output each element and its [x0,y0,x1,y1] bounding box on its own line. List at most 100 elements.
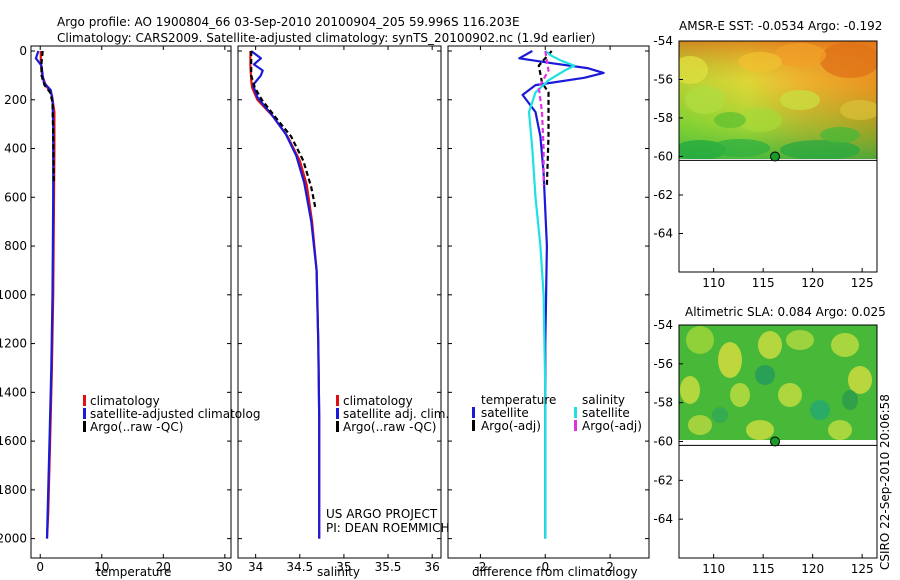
map-color-patch [758,331,782,359]
legend-argo-swatch [336,421,339,432]
y-tick-label: 2000 [0,532,27,546]
x-tick-label: 115 [752,276,775,290]
sst-argo-position-marker [770,151,781,162]
figure-title-line2: Climatology: CARS2009. Satellite-adjuste… [57,31,595,45]
map-color-patch [820,127,860,143]
difference-series [518,50,605,539]
x-tick-label: 2 [606,560,614,574]
map-color-patch [786,330,814,350]
map-color-patch [686,326,714,354]
map-color-patch [685,86,725,114]
x-tick-label: -2 [474,560,486,574]
y-tick-label: -64 [653,227,673,241]
x-tick-label: 115 [752,562,775,576]
series-temperature-satellite [518,50,605,539]
legend-temp-satellite: satellite [481,406,529,420]
salinity-series [249,50,321,539]
legend-climatology: climatology [90,394,160,408]
temperature-legend: climatology satellite-adjusted climatolo… [83,394,260,434]
project-annotation-line2: PI: DEAN ROEMMICH [326,521,449,535]
x-tick-label: 34 [248,560,263,574]
map-color-patch [780,90,820,110]
salinity-axes-frame [237,45,442,559]
legend-sal-argo-swatch [574,420,577,431]
map-color-patch [848,366,872,394]
map-color-patch [714,112,746,128]
temperature-panel: 0 200 400 600 800 1000 1200 1400 1600 1800 2000 0 10… [0,44,260,579]
sst-map-image [679,41,877,159]
map-color-patch [738,108,782,132]
map-color-patch [840,100,877,120]
sla-map-panel: Altimetric SLA: 0.084 Argo: 0.025 110 115… [653,305,885,576]
difference-axes-frame [447,45,650,559]
y-tick-label: 0 [19,44,27,58]
y-tick-label: 1200 [0,337,27,351]
map-color-patch [746,420,774,440]
x-tick-label: 120 [801,276,824,290]
map-color-patch [780,140,860,159]
map-color-patch [712,407,728,423]
series-satellite-adj-clim- [250,50,321,539]
y-tick-label: -58 [653,396,673,410]
y-tick-label: -60 [653,150,673,164]
map-color-patch [680,376,700,404]
legend-climatology-swatch [83,395,86,406]
difference-legend: temperature salinity satellite Argo(-adj… [472,393,642,433]
salinity-panel: 34 34.5 35 35.5 36 salinity climatology sate… [237,45,449,579]
x-tick-label: 35 [336,560,351,574]
sst-map-panel: AMSR-E SST: -0.0534 Argo: -0.192 110 115 1… [653,19,882,290]
map-color-patch [679,56,708,84]
y-tick-label: 800 [4,239,27,253]
y-tick-label: -54 [653,34,673,48]
x-tick-label: 110 [702,276,725,290]
y-tick-label: 200 [4,93,27,107]
legend-temperature-header: temperature [481,393,556,407]
legend-argo: Argo(..raw -QC) [343,420,436,434]
sst-map-ticks: 110 115 120 125 -54 -56 -58 -60 -62 -64 [653,34,877,290]
temperature-xlabel: temperature [96,565,171,579]
sla-argo-position-marker [770,436,781,447]
legend-satellite-adj: satellite adj. clim. [343,407,449,421]
x-tick-label: 120 [801,562,824,576]
legend-satellite-adj-swatch [336,408,339,419]
salinity-legend: climatology satellite adj. clim. Argo(..… [336,394,449,434]
legend-salinity-header: salinity [582,393,625,407]
map-color-patch [810,400,830,420]
legend-argo: Argo(..raw -QC) [90,420,183,434]
legend-temp-argo: Argo(-adj) [481,419,541,433]
y-tick-label: -60 [653,435,673,449]
y-tick-label: -56 [653,357,673,371]
map-color-patch [730,383,750,407]
map-color-patch [738,52,782,72]
legend-satellite-adjusted: satellite-adjusted climatolog [90,407,260,421]
legend-climatology: climatology [343,394,413,408]
csiro-credit: CSIRO 22-Sep-2010 20:06:58 [878,394,892,570]
y-tick-label: 600 [4,190,27,204]
series-argo-raw-qc- [40,50,55,183]
map-color-patch [774,43,826,67]
y-tick-label: 1800 [0,483,27,497]
x-tick-label: 10 [94,560,109,574]
legend-sal-argo: Argo(-adj) [582,419,642,433]
series-temperature-argo-adj- [537,50,553,186]
sla-map-title: Altimetric SLA: 0.084 Argo: 0.025 [685,305,886,319]
map-color-patch [755,365,775,385]
salinity-ticks: 34 34.5 35 35.5 36 [238,46,441,574]
map-color-patch [710,139,770,157]
y-tick-label: -56 [653,73,673,87]
legend-temp-satellite-swatch [472,407,475,418]
x-tick-label: 125 [851,276,874,290]
series-satellite-adjusted-climatology [34,50,55,539]
map-color-patch [828,420,852,440]
difference-xlabel: difference from climatology [472,565,638,579]
y-tick-label: 1600 [0,434,27,448]
project-annotation-line1: US ARGO PROJECT [326,507,438,521]
series-argo-raw-qc- [250,51,317,210]
y-tick-label: 1000 [0,288,27,302]
sla-map-image [679,325,877,440]
salinity-xlabel: salinity [317,565,360,579]
legend-satellite-adjusted-swatch [83,408,86,419]
sst-map-title: AMSR-E SST: -0.0534 Argo: -0.192 [679,19,882,33]
map-color-patch [688,415,712,435]
